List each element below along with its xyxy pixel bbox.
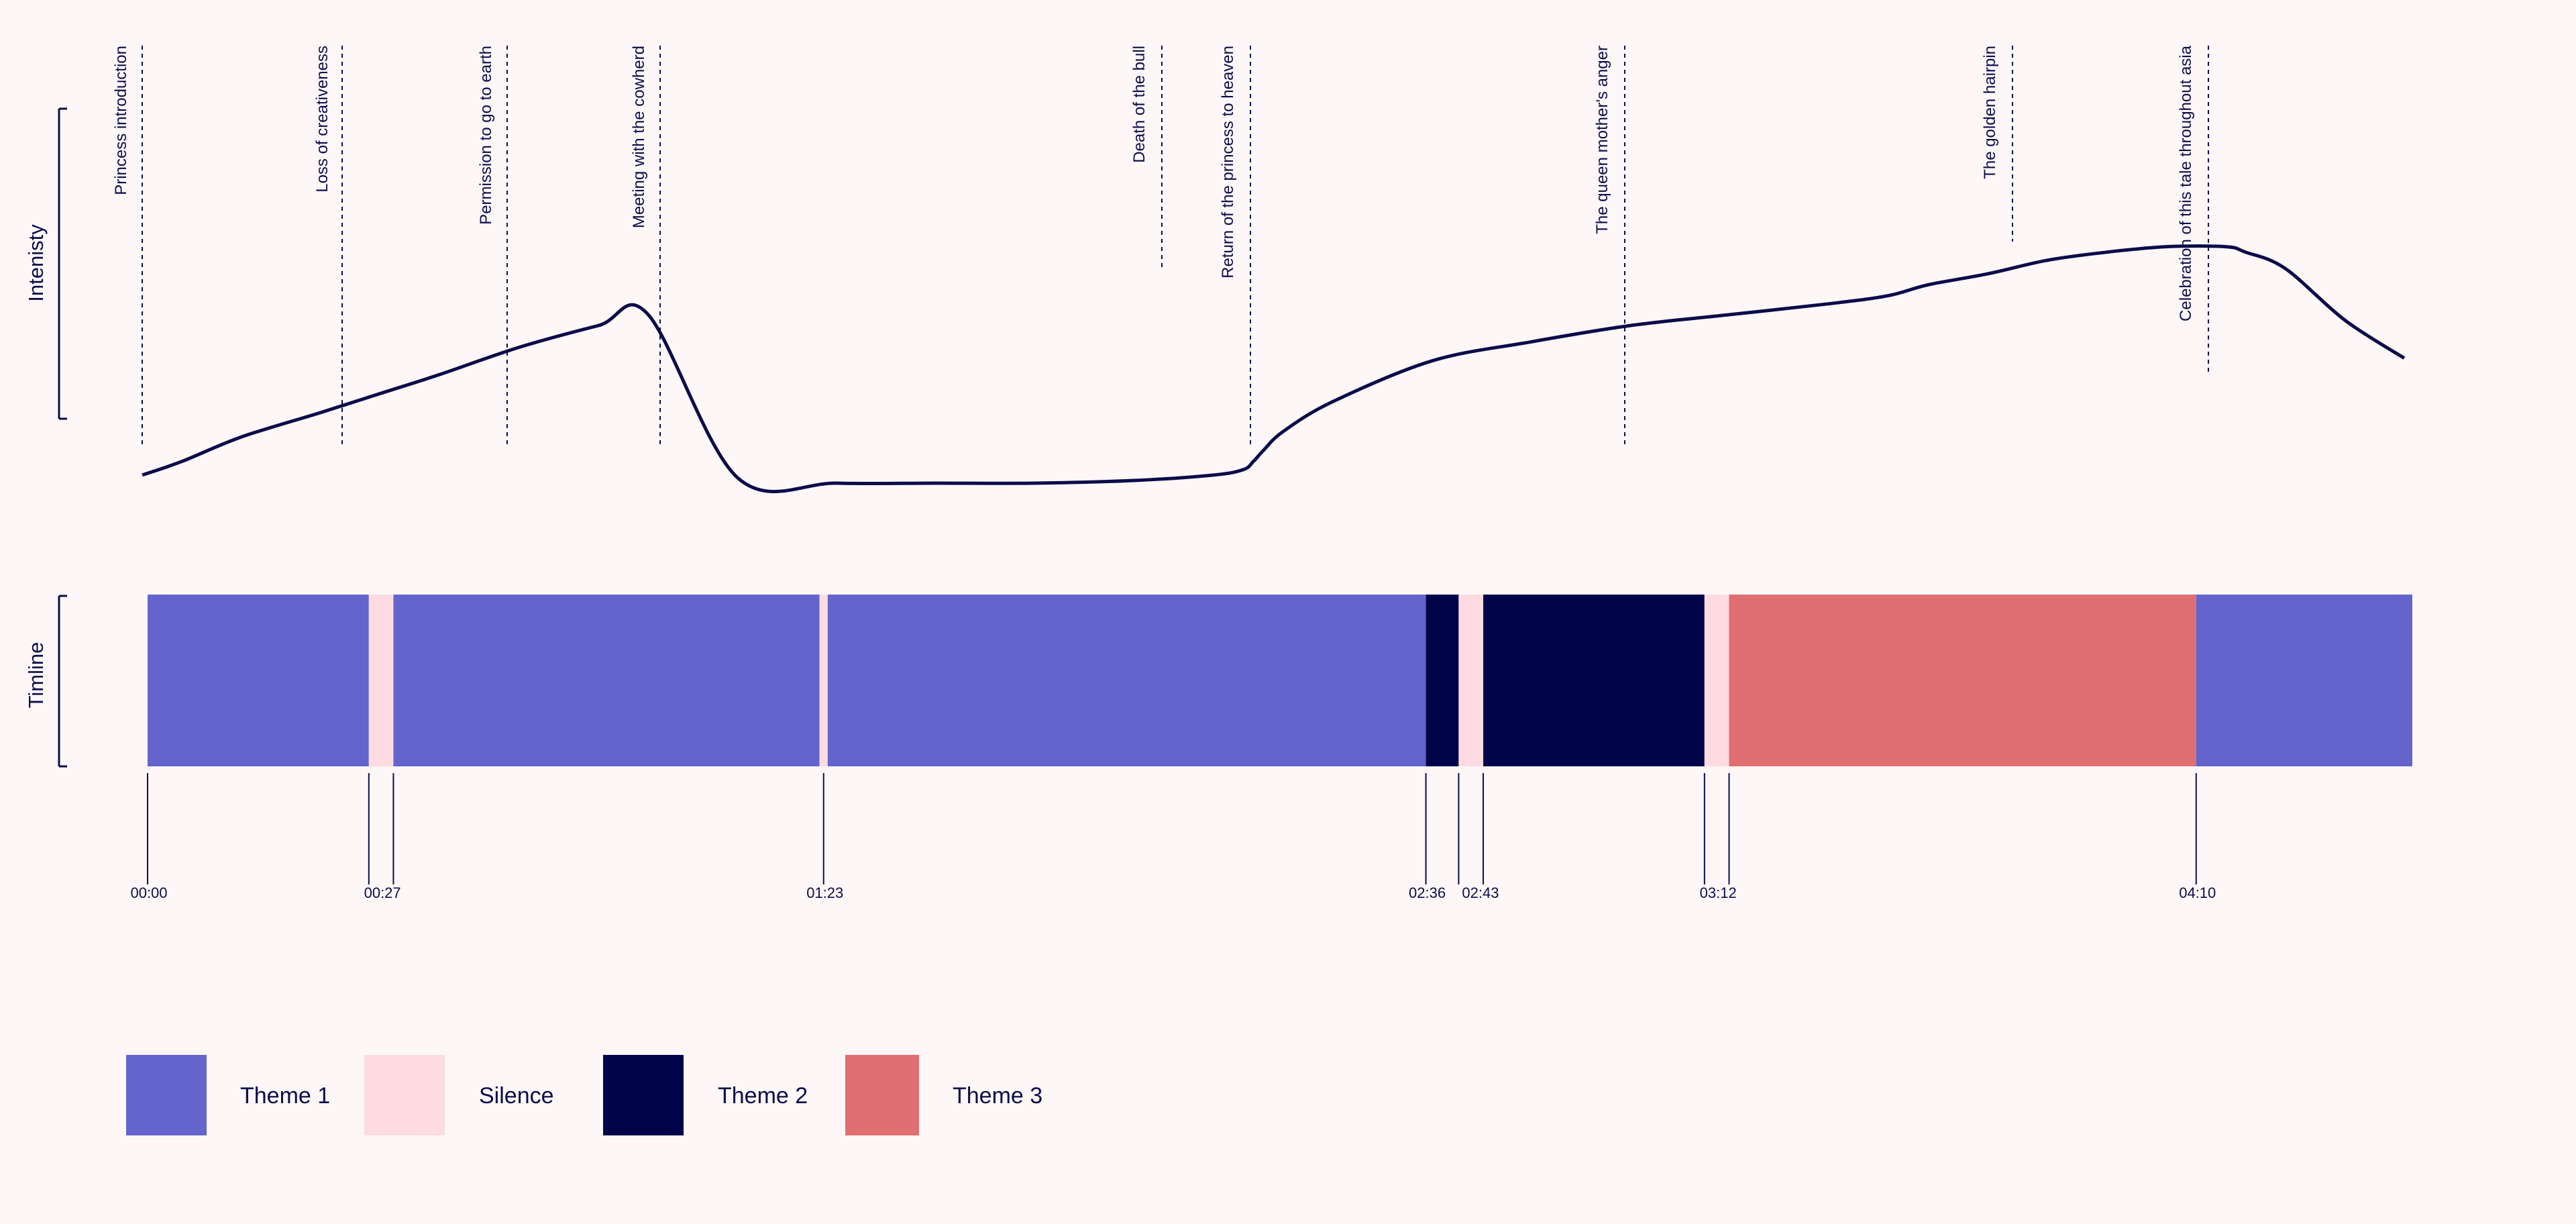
timeline-segments <box>148 595 2412 766</box>
tick-label: 01:23 <box>806 884 843 901</box>
timeline-segment <box>393 595 820 766</box>
legend-swatch <box>845 1055 919 1135</box>
annotation-label: Permission to go to earth <box>477 46 495 225</box>
timeline-segment <box>1704 595 1729 766</box>
timeline-axis-bracket <box>58 595 67 768</box>
legend-label: Silence <box>479 1083 554 1109</box>
annotation-label: Princess introduction <box>112 46 130 195</box>
y-axis-label: Intenisty <box>24 224 48 302</box>
intensity-axis-bracket <box>58 107 67 420</box>
tick-label: 00:27 <box>364 884 401 901</box>
timeline-segment <box>2196 595 2412 766</box>
legend-label: Theme 1 <box>240 1083 330 1109</box>
legend-swatch <box>126 1055 207 1135</box>
timeline-segment <box>819 595 828 766</box>
timeline-segment <box>368 595 394 766</box>
timeline-segment <box>1458 595 1484 766</box>
tick-label: 02:36 <box>1409 884 1446 901</box>
annotation-label: Death of the bull <box>1130 46 1148 163</box>
annotation-label: Celebration of this tale throughout asia <box>2177 45 2195 321</box>
tick-label: 00:00 <box>130 884 167 901</box>
legend-label: Theme 2 <box>718 1083 808 1109</box>
intensity-line <box>142 244 2406 493</box>
annotation-label: The golden hairpin <box>1981 46 1999 179</box>
legend-swatch <box>364 1055 445 1135</box>
timeline-segment <box>827 595 1426 766</box>
timeline-segment <box>1729 595 2196 766</box>
legend-swatch <box>603 1055 684 1135</box>
timeline-segment <box>1483 595 1705 766</box>
timeline-segment <box>1426 595 1459 766</box>
curve-layer <box>142 244 2406 493</box>
annotation-label: The queen mother's anger <box>1593 46 1611 234</box>
timeline-axis-label: Timline <box>24 642 48 709</box>
annotation-layer: Princess introduction Loss of creativenes… <box>112 45 2209 444</box>
annotation-label: Meeting with the cowherd <box>630 46 648 228</box>
legend-label: Theme 3 <box>953 1083 1042 1109</box>
annotation-label: Return of the princess to heaven <box>1219 46 1237 278</box>
tick-label: 02:43 <box>1462 884 1499 901</box>
tick-label: 04:10 <box>2179 884 2216 901</box>
timeline-ticks: 00:00 00:27 01:23 02:36 02:43 03:12 04:10 <box>130 773 2216 901</box>
tick-label: 03:12 <box>1700 884 1737 901</box>
legend: Theme 1 Silence Theme 2 Theme 3 <box>126 1055 1042 1135</box>
annotation-label: Loss of creativeness <box>313 46 331 193</box>
timeline-segment <box>148 595 369 766</box>
